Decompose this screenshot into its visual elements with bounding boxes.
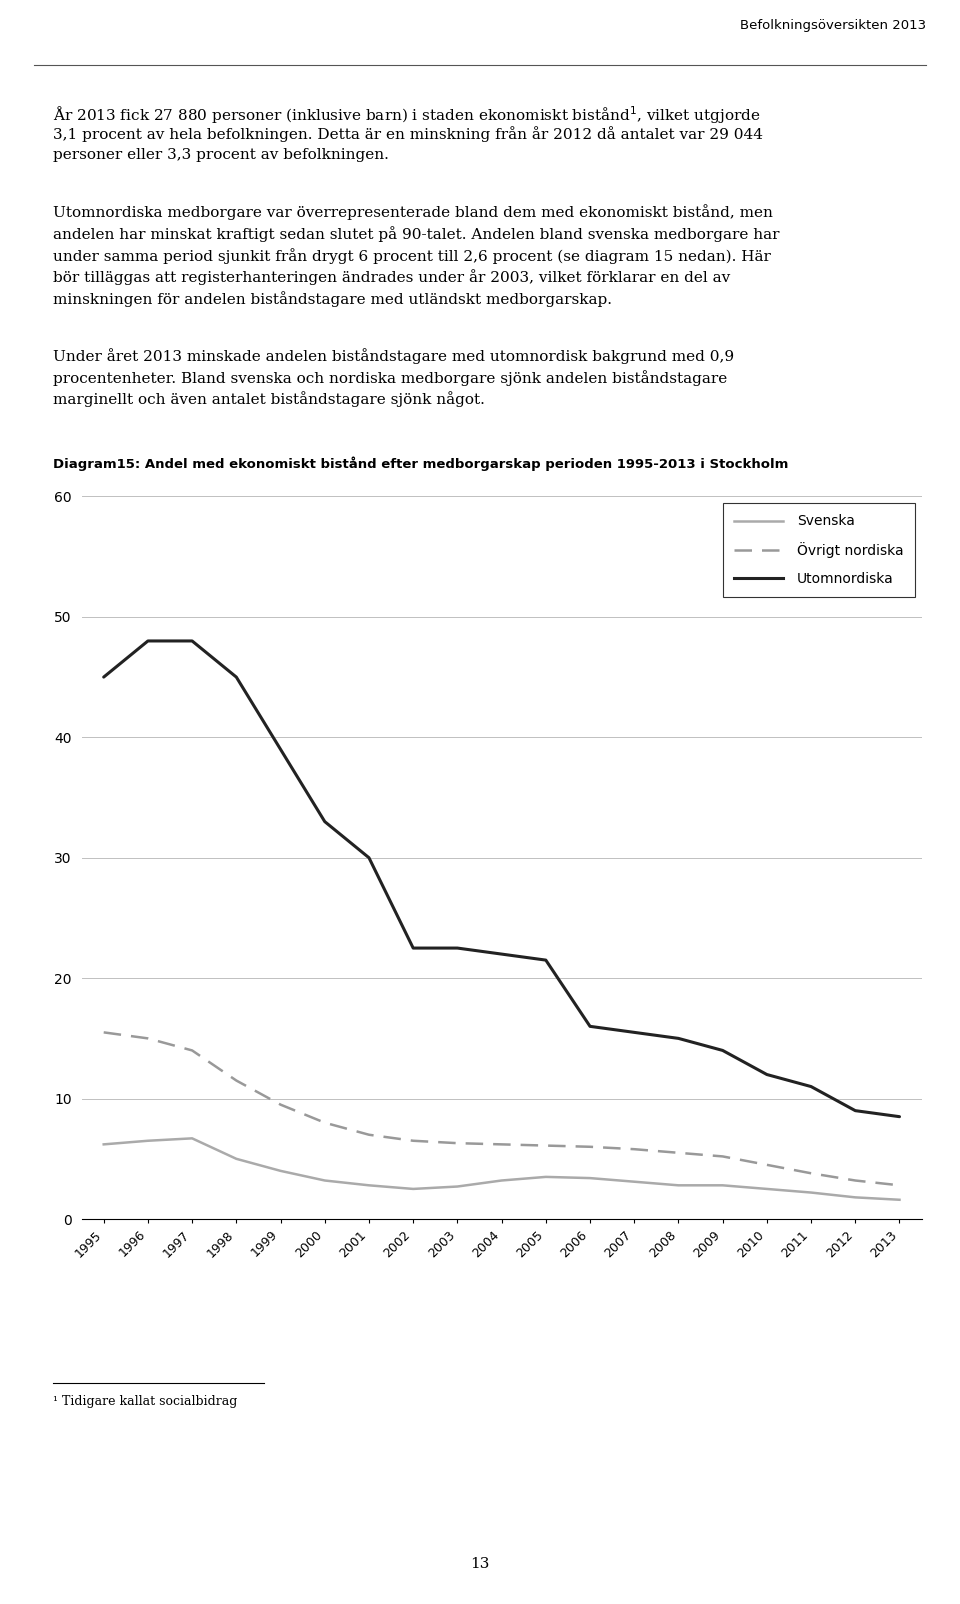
Text: under samma period sjunkit från drygt 6 procent till 2,6 procent (se diagram 15 : under samma period sjunkit från drygt 6 …	[53, 247, 771, 263]
Text: År 2013 fick 27 880 personer (inklusive barn) i staden ekonomiskt bistånd$^1$, v: År 2013 fick 27 880 personer (inklusive …	[53, 104, 760, 127]
Text: Utomnordiska medborgare var överrepresenterade bland dem med ekonomiskt bistånd,: Utomnordiska medborgare var överrepresen…	[53, 204, 773, 220]
Legend: Svenska, Övrigt nordiska, Utomnordiska: Svenska, Övrigt nordiska, Utomnordiska	[723, 504, 915, 597]
Text: Under året 2013 minskade andelen biståndstagare med utomnordisk bakgrund med 0,9: Under året 2013 minskade andelen bistånd…	[53, 348, 734, 364]
Text: 3,1 procent av hela befolkningen. Detta är en minskning från år 2012 då antalet : 3,1 procent av hela befolkningen. Detta …	[53, 125, 763, 141]
Text: 13: 13	[470, 1557, 490, 1570]
Text: Diagram15: Andel med ekonomiskt bistånd efter medborgarskap perioden 1995-2013 i: Diagram15: Andel med ekonomiskt bistånd …	[53, 456, 788, 472]
Text: Befolkningsöversikten 2013: Befolkningsöversikten 2013	[740, 19, 926, 32]
Text: bör tilläggas att registerhanteringen ändrades under år 2003, vilket förklarar e: bör tilläggas att registerhanteringen än…	[53, 269, 730, 286]
Text: minskningen för andelen biståndstagare med utländskt medborgarskap.: minskningen för andelen biståndstagare m…	[53, 290, 612, 306]
Text: andelen har minskat kraftigt sedan slutet på 90-talet. Andelen bland svenska med: andelen har minskat kraftigt sedan slute…	[53, 226, 780, 242]
Text: procentenheter. Bland svenska och nordiska medborgare sjönk andelen biståndstaga: procentenheter. Bland svenska och nordis…	[53, 369, 727, 385]
Text: ¹ Tidigare kallat socialbidrag: ¹ Tidigare kallat socialbidrag	[53, 1395, 237, 1408]
Text: marginellt och även antalet biståndstagare sjönk något.: marginellt och även antalet biståndstaga…	[53, 391, 485, 407]
Text: personer eller 3,3 procent av befolkningen.: personer eller 3,3 procent av befolkning…	[53, 148, 389, 162]
